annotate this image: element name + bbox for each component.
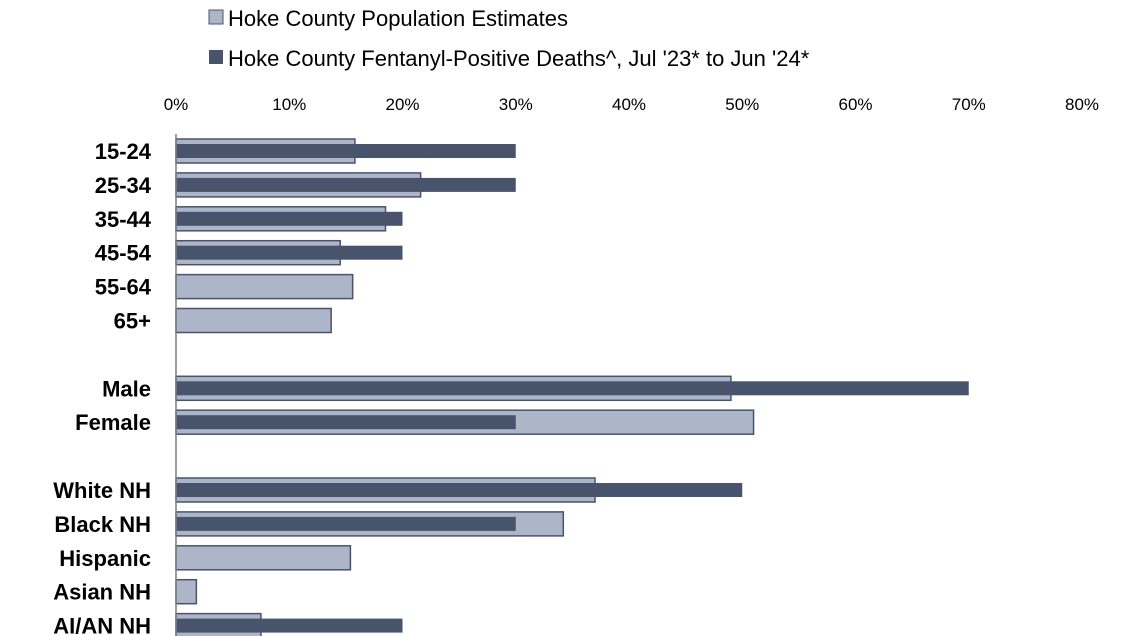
x-tick-label: 80% [1065, 95, 1099, 114]
category-label: 35-44 [95, 207, 152, 232]
bar-deaths [176, 381, 969, 396]
legend-label-deaths: Hoke County Fentanyl-Positive Deaths^, J… [228, 46, 810, 71]
legend-item-deaths: Hoke County Fentanyl-Positive Deaths^, J… [209, 46, 810, 71]
category-label: Male [102, 376, 151, 401]
bar-deaths [176, 144, 516, 158]
bar-deaths [176, 177, 516, 192]
legend-item-population: Hoke County Population Estimates [208, 6, 568, 31]
legend-swatch-population [208, 9, 224, 25]
bar-deaths [176, 516, 516, 531]
legend-label-population: Hoke County Population Estimates [228, 6, 568, 31]
category-label: 45-54 [95, 241, 152, 266]
x-tick-label: 70% [952, 95, 986, 114]
x-tick-label: 30% [499, 95, 533, 114]
x-tick-label: 10% [272, 95, 306, 114]
x-tick-label: 40% [612, 95, 646, 114]
x-tick-label: 50% [725, 95, 759, 114]
bar-population [175, 545, 352, 571]
bar-population [175, 273, 354, 300]
category-label: White NH [53, 478, 151, 503]
category-label: AI/AN NH [53, 614, 151, 636]
x-tick-label: 0% [164, 95, 189, 114]
x-axis-tick-labels: 0% 10% 20% 30% 40% 50% 60% 70% 80% [164, 95, 1099, 114]
bar-deaths [176, 211, 403, 226]
category-label: Hispanic [59, 546, 151, 571]
category-label: 15-24 [95, 139, 152, 164]
category-label: 55-64 [95, 275, 152, 300]
category-label: 65+ [114, 309, 151, 334]
bar-deaths [176, 483, 743, 497]
bar-population [175, 307, 332, 334]
category-label: Female [75, 410, 151, 435]
category-label: 25-34 [95, 173, 152, 198]
bar-deaths [176, 618, 403, 633]
bar-deaths [176, 245, 403, 260]
legend-swatch-deaths [209, 50, 223, 64]
category-label: Black NH [54, 512, 151, 537]
category-label: Asian NH [53, 580, 151, 605]
category-labels: 15-24 25-34 35-44 45-54 55-64 65+ Male Female Wh… [53, 139, 152, 636]
x-tick-label: 60% [838, 95, 872, 114]
bars [175, 138, 969, 636]
x-tick-label: 20% [385, 95, 419, 114]
legend: Hoke County Population Estimates Hoke Co… [208, 6, 810, 71]
bar-population [175, 578, 198, 605]
bar-deaths [176, 415, 516, 430]
